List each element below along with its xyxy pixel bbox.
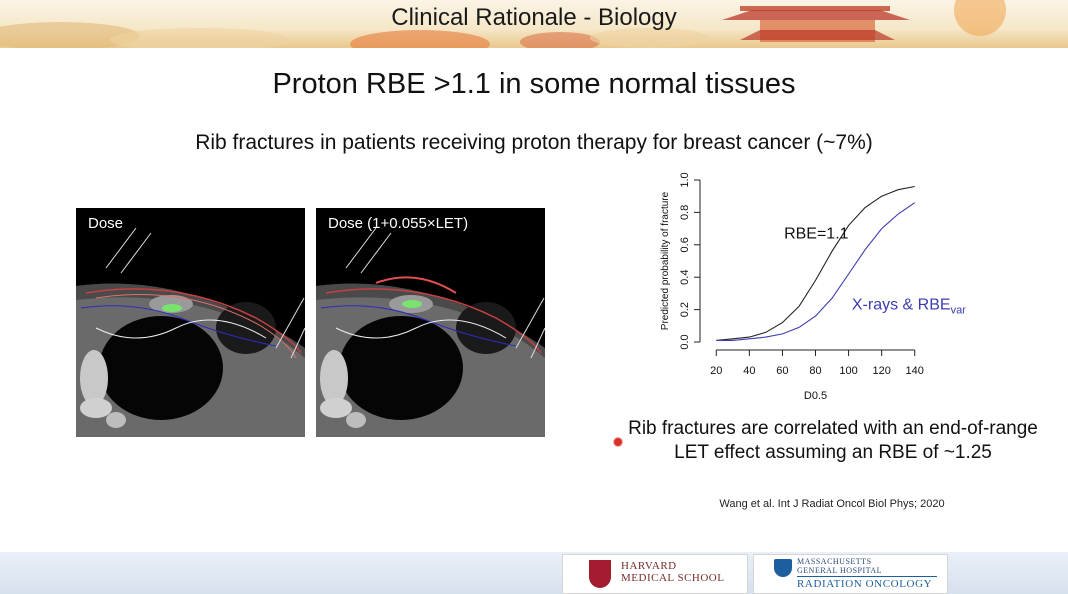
header-title: Clinical Rationale - Biology	[391, 4, 677, 31]
y-tick-label: 1.0	[679, 172, 691, 187]
ct-label-dose: Dose	[88, 215, 124, 232]
mgh-shield-icon	[774, 559, 792, 577]
y-axis-label: Predicted probability of fracture	[660, 191, 671, 330]
x-tick-label: 60	[776, 365, 788, 377]
x-tick-label: 100	[839, 365, 857, 377]
decorative-pagoda-art	[0, 0, 1006, 48]
series-label-subscript: var	[951, 305, 967, 317]
header-banner: Clinical Rationale - Biology	[0, 0, 1068, 48]
conclusion-text: Rib fractures are correlated with an end…	[628, 418, 1038, 463]
y-tick-label: 0.2	[679, 302, 691, 317]
ct-label-let-dose: Dose (1+0.055×LET)	[328, 215, 469, 232]
x-tick-label: 40	[743, 365, 755, 377]
series-line-rbe-1-1	[716, 185, 915, 341]
series-line-xrays-rbe-var	[716, 202, 916, 341]
x-tick-label: 140	[906, 365, 924, 377]
y-tick-label: 0.8	[679, 205, 691, 220]
x-tick-label: 20	[710, 365, 722, 377]
mgh-logo-line2: GENERAL HOSPITAL	[797, 566, 883, 575]
x-tick-label: 80	[809, 365, 821, 377]
citation: Wang et al. Int J Radiat Oncol Biol Phys…	[719, 498, 945, 510]
slide-title: Proton RBE >1.1 in some normal tissues	[272, 68, 796, 100]
y-tick-label: 0.6	[679, 237, 691, 252]
ct-image-dose: Dose	[76, 208, 305, 437]
bullet-dot	[613, 437, 623, 447]
ct-scan-graphic	[76, 208, 305, 437]
fracture-probability-chart: 20 40 60 80 100 120 140 0.0 0.2 0.4 0.6 0.8 1.0 D0.5 P…	[660, 172, 966, 402]
mgh-logo-line1: MASSACHUSETTS	[797, 557, 872, 566]
hms-logo-line2: MEDICAL SCHOOL	[621, 572, 725, 584]
ct-image-let-dose: Dose (1+0.055×LET)	[316, 208, 545, 437]
series-label-rbe-1-1: RBE=1.1	[784, 225, 849, 242]
mgh-logo-line3: RADIATION ONCOLOGY	[797, 578, 933, 590]
x-axis-label: D0.5	[804, 390, 827, 402]
hms-logo-line1: HARVARD	[621, 560, 677, 572]
y-tick-label: 0.0	[679, 334, 691, 349]
mgh-logo-divider	[797, 576, 937, 577]
x-tick-label: 120	[872, 365, 890, 377]
harvard-medical-school-logo: HARVARD MEDICAL SCHOOL	[562, 554, 748, 594]
slide-subtitle: Rib fractures in patients receiving prot…	[195, 131, 873, 154]
mgh-radiation-oncology-logo: MASSACHUSETTS GENERAL HOSPITAL RADIATION…	[753, 554, 948, 594]
ct-scan-graphic	[316, 208, 545, 437]
y-tick-label: 0.4	[679, 270, 691, 285]
harvard-shield-icon	[589, 560, 611, 588]
series-label-xrays-rbe-var: X-rays & RBEvar	[852, 297, 966, 317]
